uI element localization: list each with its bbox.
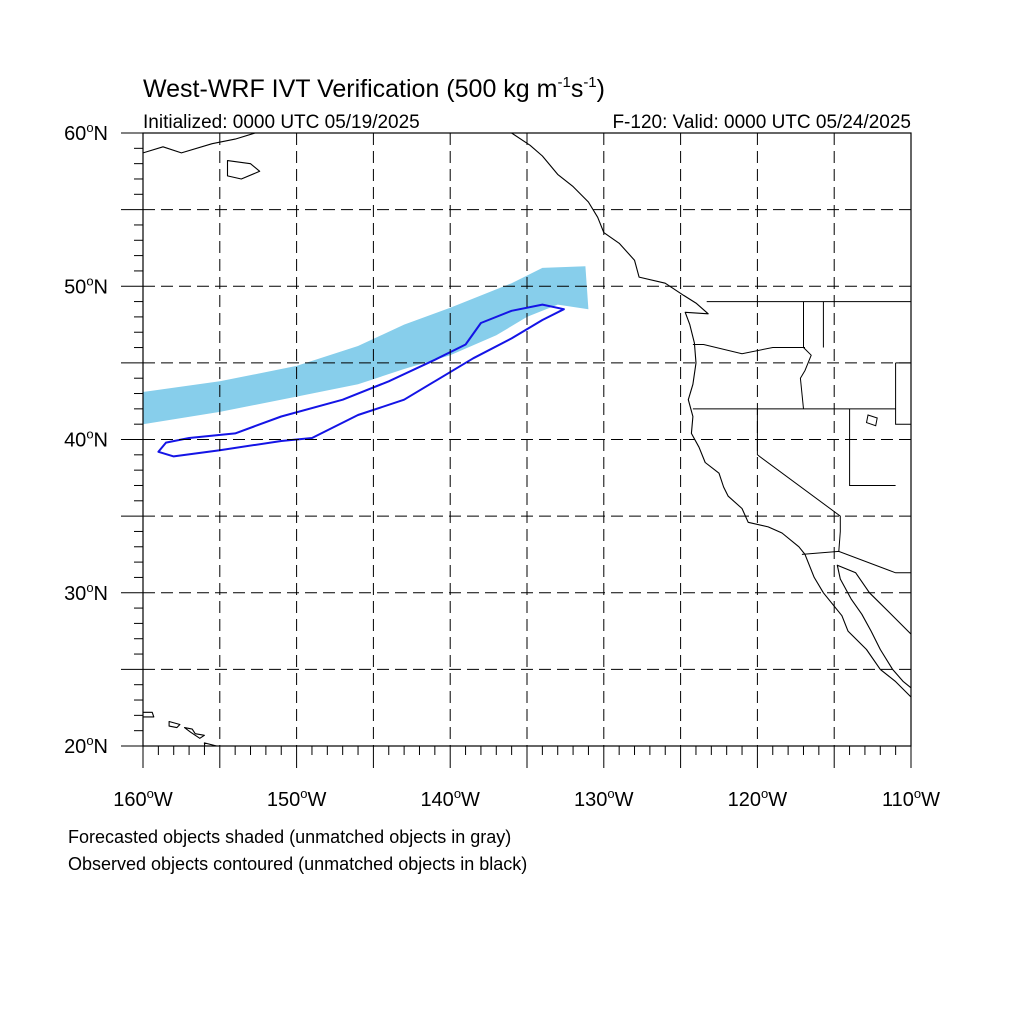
lon-label-150w: 150oW <box>267 786 327 811</box>
coastline-alaska <box>143 133 256 154</box>
coastline-hawaii-island <box>168 720 181 729</box>
plot-area <box>143 133 911 746</box>
graticule <box>143 133 911 746</box>
political-border <box>801 550 911 574</box>
forecast-object <box>143 266 589 425</box>
lat-label-60n: 60oN <box>64 120 108 145</box>
political-border <box>895 362 911 425</box>
tick-marks <box>121 132 912 768</box>
lat-label-20n: 20oN <box>64 733 108 758</box>
degree-symbol: o <box>86 427 93 442</box>
degree-symbol: o <box>454 786 461 801</box>
coastline-kodiak-island <box>226 160 261 180</box>
observed-object-contour <box>157 303 565 458</box>
lat-label-40n: 40oN <box>64 427 108 452</box>
lon-label-130w: 130oW <box>574 786 634 811</box>
initialized-label: Initialized: 0000 UTC 05/19/2025 <box>143 112 420 133</box>
political-border <box>799 301 812 409</box>
degree-symbol: o <box>300 786 307 801</box>
coastline-hawaii-island <box>183 727 205 739</box>
lon-label-120w: 120oW <box>728 786 788 811</box>
lon-label-110w: 110oW <box>882 786 940 811</box>
degree-symbol: o <box>86 273 93 288</box>
degree-symbol: o <box>914 786 921 801</box>
political-border <box>849 408 896 486</box>
valid-label: F-120: Valid: 0000 UTC 05/24/2025 <box>612 112 911 133</box>
lat-label-50n: 50oN <box>64 273 108 298</box>
degree-symbol: o <box>86 733 93 748</box>
political-border <box>756 408 841 552</box>
caption-observed: Observed objects contoured (unmatched ob… <box>68 854 527 874</box>
political-border <box>692 344 805 355</box>
lake-outline <box>865 414 878 427</box>
degree-symbol: o <box>86 120 93 135</box>
caption-forecast: Forecasted objects shaded (unmatched obj… <box>68 827 511 847</box>
lon-label-140w: 140oW <box>420 786 480 811</box>
coastline-north-america <box>511 133 911 698</box>
degree-symbol: o <box>86 580 93 595</box>
axis-labels: 60oN 50oN 40oN 30oN 20oN 160oW 150oW 140oW 130oW… <box>64 120 940 811</box>
chart-title: West-WRF IVT Verification (500 kg m-1s-1… <box>143 74 605 103</box>
degree-symbol: o <box>147 786 154 801</box>
lat-label-30n: 30oN <box>64 580 108 605</box>
coastline-hawaii-island <box>143 711 155 718</box>
lon-label-160w: 160oW <box>113 786 173 811</box>
degree-symbol: o <box>607 786 614 801</box>
degree-symbol: o <box>761 786 768 801</box>
